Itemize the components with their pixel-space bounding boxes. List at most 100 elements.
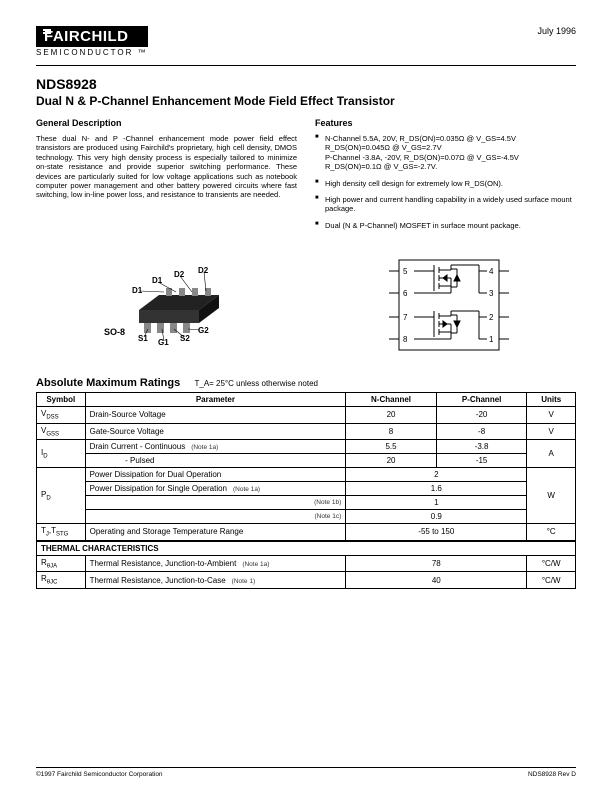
cell-sym: PD — [37, 468, 86, 524]
footer-copyright: ©1997 Fairchild Semiconductor Corporatio… — [36, 771, 163, 778]
svg-text:8: 8 — [403, 335, 408, 344]
note: (Note 1c) — [315, 513, 342, 520]
svg-text:S1: S1 — [138, 334, 148, 343]
title-block: NDS8928 Dual N & P-Channel Enhancement M… — [36, 76, 576, 108]
note: (Note 1a) — [191, 444, 218, 451]
cell-param: Power Dissipation for Single Operation (N… — [85, 482, 346, 496]
cell-param: - Pulsed — [85, 454, 346, 468]
features-col: Features N-Channel 5.5A, 20V, R_DS(ON)=0… — [315, 118, 576, 237]
note: (Note 1a) — [242, 561, 269, 568]
diagrams-row: D1 D1 D2 D2 G2 S2 G1 S1 SO-8 — [36, 255, 576, 355]
ratings-table: Symbol Parameter N-Channel P-Channel Uni… — [36, 392, 576, 589]
table-row: (Note 1b) 1 — [37, 496, 576, 510]
ratings-title: Absolute Maximum Ratings — [36, 377, 180, 389]
cell-n: 20 — [346, 454, 437, 468]
ratings-condition: T_A= 25°C unless otherwise noted — [194, 379, 318, 388]
schematic-diagram: 56 78 43 21 — [379, 255, 519, 355]
param-text: Thermal Resistance, Junction-to-Ambient — [90, 559, 237, 568]
cell-val: 1.6 — [346, 482, 527, 496]
table-row: VGSS Gate-Source Voltage 8 -8 V — [37, 423, 576, 440]
general-body: These dual N- and P -Channel enhancement… — [36, 134, 297, 200]
cell-param: Gate-Source Voltage — [85, 423, 346, 440]
general-heading: General Description — [36, 118, 297, 128]
cell-p: -15 — [436, 454, 527, 468]
feature-item: High density cell design for extremely l… — [315, 179, 576, 188]
features-heading: Features — [315, 118, 576, 128]
cell-unit: V — [527, 423, 576, 440]
cell-val: 78 — [346, 555, 527, 572]
logo-sub: SEMICONDUCTOR ™ — [36, 48, 148, 57]
cell-sym: TJ,TSTG — [37, 524, 86, 541]
cell-p: -3.8 — [436, 440, 527, 454]
cell-sym: RθJC — [37, 572, 86, 589]
cell-param: Power Dissipation for Dual Operation — [85, 468, 346, 482]
cell-param: Drain Current - Continuous(Note 1a) — [85, 440, 346, 454]
svg-text:D2: D2 — [174, 270, 185, 279]
svg-text:2: 2 — [489, 313, 494, 322]
table-row: TJ,TSTG Operating and Storage Temperatur… — [37, 524, 576, 541]
cell-sym: ID — [37, 440, 86, 468]
cell-param: Thermal Resistance, Junction-to-Ambient (… — [85, 555, 346, 572]
cell-sym: VDSS — [37, 407, 86, 424]
note: (Note 1a) — [233, 486, 260, 493]
part-number: NDS8928 — [36, 76, 576, 92]
svg-text:3: 3 — [489, 289, 494, 298]
header-row: FAIRCHILD SEMICONDUCTOR ™ July 1996 — [36, 26, 576, 57]
svg-text:6: 6 — [403, 289, 408, 298]
svg-text:D1: D1 — [132, 286, 143, 295]
overview-columns: General Description These dual N- and P … — [36, 118, 576, 237]
thermal-heading: THERMAL CHARACTERISTICS — [37, 541, 576, 556]
footer: ©1997 Fairchild Semiconductor Corporatio… — [36, 767, 576, 778]
table-row: VDSS Drain-Source Voltage 20 -20 V — [37, 407, 576, 424]
cell-param: Drain-Source Voltage — [85, 407, 346, 424]
cell-val: 40 — [346, 572, 527, 589]
cell-val: 1 — [346, 496, 527, 510]
header-rule — [36, 65, 576, 66]
col-pchannel: P-Channel — [436, 393, 527, 407]
cell-unit: V — [527, 407, 576, 424]
feature-item: N-Channel 5.5A, 20V, R_DS(ON)=0.035Ω @ V… — [315, 134, 576, 172]
svg-text:G2: G2 — [198, 326, 209, 335]
param-text: - Pulsed — [90, 456, 155, 465]
cell-unit: W — [527, 468, 576, 524]
note: (Note 1) — [232, 578, 255, 585]
cell-n: 5.5 — [346, 440, 437, 454]
svg-text:SO-8: SO-8 — [104, 327, 125, 337]
table-row: (Note 1c) 0.9 — [37, 510, 576, 524]
cell-p: -20 — [436, 407, 527, 424]
ratings-header: Absolute Maximum Ratings T_A= 25°C unles… — [36, 377, 576, 389]
svg-text:7: 7 — [403, 313, 408, 322]
param-text: Power Dissipation for Single Operation — [90, 484, 227, 493]
col-parameter: Parameter — [85, 393, 346, 407]
table-row: RθJA Thermal Resistance, Junction-to-Amb… — [37, 555, 576, 572]
cell-param: (Note 1b) — [85, 496, 346, 510]
cell-n: 8 — [346, 423, 437, 440]
ratings-header-row: Symbol Parameter N-Channel P-Channel Uni… — [37, 393, 576, 407]
table-row: ID Drain Current - Continuous(Note 1a) 5… — [37, 440, 576, 454]
product-title: Dual N & P-Channel Enhancement Mode Fiel… — [36, 94, 576, 108]
svg-text:D2: D2 — [198, 266, 209, 275]
table-row: Power Dissipation for Single Operation (N… — [37, 482, 576, 496]
param-text: Thermal Resistance, Junction-to-Case — [90, 576, 226, 585]
logo-main: FAIRCHILD — [36, 26, 148, 47]
cell-val: -55 to 150 — [346, 524, 527, 541]
general-description-col: General Description These dual N- and P … — [36, 118, 297, 237]
table-row: RθJC Thermal Resistance, Junction-to-Cas… — [37, 572, 576, 589]
svg-text:5: 5 — [403, 267, 408, 276]
feature-item: High power and current handling capabili… — [315, 195, 576, 214]
cell-sym: VGSS — [37, 423, 86, 440]
thermal-section-row: THERMAL CHARACTERISTICS — [37, 541, 576, 556]
logo-block: FAIRCHILD SEMICONDUCTOR ™ — [36, 26, 148, 57]
cell-unit: A — [527, 440, 576, 468]
cell-param: (Note 1c) — [85, 510, 346, 524]
footer-docid: NDS8928 Rev D — [528, 771, 576, 778]
feature-item: Dual (N & P-Channel) MOSFET in surface m… — [315, 221, 576, 230]
cell-unit: °C/W — [527, 555, 576, 572]
cell-p: -8 — [436, 423, 527, 440]
col-nchannel: N-Channel — [346, 393, 437, 407]
col-units: Units — [527, 393, 576, 407]
cell-param: Operating and Storage Temperature Range — [85, 524, 346, 541]
cell-param: Thermal Resistance, Junction-to-Case (Not… — [85, 572, 346, 589]
cell-sym: RθJA — [37, 555, 86, 572]
cell-n: 20 — [346, 407, 437, 424]
